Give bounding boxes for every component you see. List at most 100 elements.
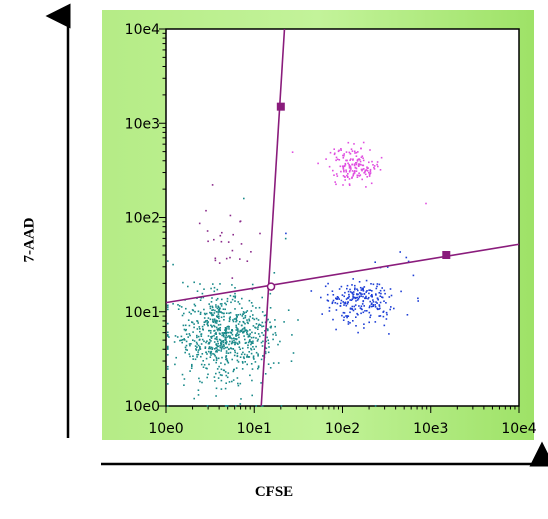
data-point — [246, 331, 248, 333]
data-point — [234, 349, 236, 352]
data-point — [225, 343, 228, 345]
data-point — [292, 352, 295, 354]
data-point — [206, 230, 209, 232]
data-point — [220, 368, 223, 371]
data-point — [254, 332, 256, 334]
data-point — [370, 295, 372, 297]
horizontal-gate-handle[interactable] — [442, 251, 451, 260]
data-point — [371, 294, 373, 296]
data-point — [372, 164, 374, 166]
data-point — [355, 325, 357, 327]
data-point — [216, 340, 219, 343]
data-point — [363, 305, 365, 307]
data-point — [253, 348, 255, 350]
data-point — [239, 356, 242, 358]
quadrant-gates[interactable] — [165, 28, 520, 407]
data-point — [210, 336, 212, 338]
data-point — [272, 338, 274, 341]
data-point — [228, 381, 231, 383]
data-point — [372, 304, 375, 306]
data-point — [238, 333, 240, 336]
data-point — [343, 312, 346, 314]
data-point — [197, 335, 200, 338]
data-point — [212, 320, 214, 322]
data-point — [210, 352, 212, 354]
data-point — [257, 326, 259, 328]
data-point — [260, 358, 263, 361]
data-point — [218, 371, 221, 374]
data-point — [233, 354, 236, 357]
data-point — [341, 314, 343, 317]
data-point — [348, 184, 351, 186]
data-point — [349, 166, 352, 169]
data-point — [267, 363, 270, 365]
data-point — [237, 361, 240, 363]
data-point — [221, 356, 223, 359]
data-point — [189, 355, 191, 358]
data-point — [228, 343, 230, 346]
data-point — [369, 170, 372, 173]
data-point — [237, 329, 239, 332]
vertical-gate-line[interactable] — [260, 28, 286, 407]
data-point — [342, 184, 344, 186]
data-point — [185, 340, 188, 343]
data-point — [215, 361, 217, 364]
data-point — [211, 184, 214, 186]
data-point — [234, 287, 236, 289]
data-point — [205, 351, 207, 354]
data-point — [347, 173, 349, 175]
data-point — [243, 357, 245, 360]
data-point — [212, 314, 215, 316]
data-point — [336, 158, 339, 161]
data-point — [196, 320, 198, 322]
data-point — [361, 303, 364, 305]
data-point — [188, 324, 191, 327]
data-point — [236, 355, 239, 357]
data-point — [195, 349, 198, 351]
data-point — [231, 380, 233, 383]
data-point — [407, 260, 410, 263]
data-point — [232, 341, 234, 344]
data-point — [247, 346, 249, 349]
data-point — [273, 272, 276, 274]
data-point — [172, 263, 174, 266]
data-point — [379, 295, 382, 297]
y-tick-label: 10e4 — [125, 22, 160, 38]
data-point — [253, 358, 255, 360]
data-point — [167, 383, 169, 385]
data-point — [339, 305, 342, 307]
data-point — [229, 331, 232, 334]
gate-intersection-handle[interactable] — [266, 282, 276, 291]
data-point — [177, 304, 179, 306]
data-point — [349, 152, 352, 155]
data-point — [259, 232, 261, 235]
data-point — [220, 350, 222, 352]
data-point — [277, 362, 280, 364]
data-point — [224, 387, 227, 390]
data-point — [210, 337, 213, 339]
data-point — [324, 285, 327, 288]
data-point — [287, 309, 290, 311]
data-point — [167, 348, 169, 350]
data-point — [195, 341, 198, 344]
horizontal-gate-line[interactable] — [165, 243, 520, 304]
data-point — [212, 321, 215, 323]
vertical-gate-handle[interactable] — [276, 102, 285, 111]
data-point — [354, 288, 356, 291]
data-point — [167, 322, 169, 325]
data-point — [209, 347, 212, 350]
data-point — [250, 352, 253, 355]
data-point — [225, 312, 228, 314]
data-point — [218, 332, 221, 335]
data-point — [321, 313, 323, 315]
data-point — [237, 314, 239, 316]
data-point — [221, 298, 223, 301]
data-point — [250, 336, 253, 339]
data-point — [349, 165, 352, 167]
data-point — [363, 293, 366, 295]
data-point — [235, 329, 238, 331]
data-point — [221, 374, 223, 377]
data-point — [199, 330, 201, 333]
data-point — [219, 374, 222, 376]
data-point — [210, 346, 213, 349]
